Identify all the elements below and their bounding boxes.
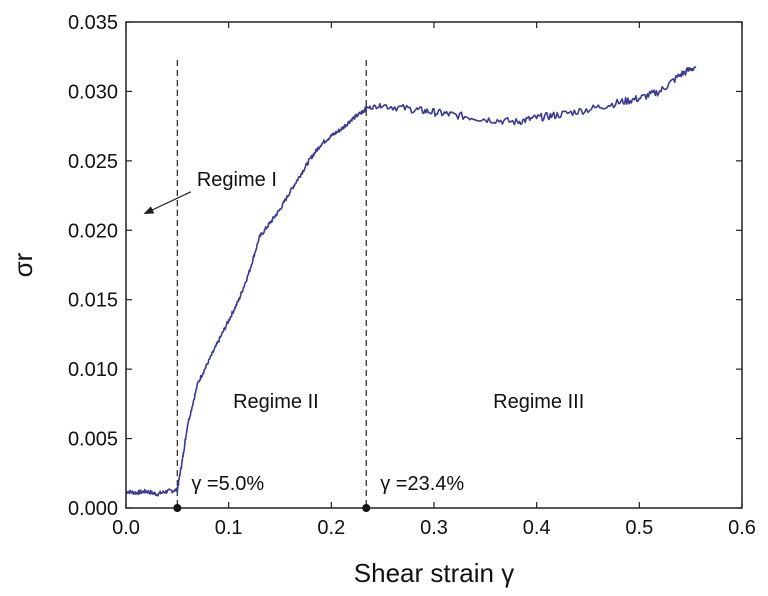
vline-label: γ =23.4%	[380, 473, 464, 495]
annotation-regime-i: Regime I	[197, 169, 277, 191]
x-tick-label: 0.3	[420, 517, 448, 539]
x-tick-label: 0.1	[215, 517, 243, 539]
y-tick-label: 0.010	[68, 359, 118, 381]
x-tick-label: 0.4	[523, 517, 551, 539]
x-tick-label: 0.2	[317, 517, 345, 539]
y-tick-label: 0.005	[68, 429, 118, 451]
plot-area: γ =5.0% γ =23.4% Regime I Regime II Regime I…	[125, 60, 697, 512]
y-tick-label: 0.000	[68, 498, 118, 520]
y-axis-label: σr	[8, 252, 38, 277]
x-tick-label: 0.6	[728, 517, 756, 539]
y-tick-label: 0.035	[68, 12, 118, 34]
y-tick-label: 0.015	[68, 290, 118, 312]
annotation-regime-iii: Regime III	[493, 391, 584, 413]
annotation-arrow	[143, 191, 192, 215]
x-tick-label: 0.5	[625, 517, 653, 539]
vline-label: γ =5.0%	[191, 473, 264, 495]
x-tick-label: 0.0	[112, 517, 140, 539]
annotation-regime-ii: Regime II	[233, 391, 319, 413]
axes-ticks: 0.0 0.1 0.2 0.3 0.4 0.5 0.6 0.000 0.005 0.010 0.01…	[68, 12, 756, 539]
series-line	[125, 65, 697, 497]
y-tick-label: 0.030	[68, 81, 118, 103]
y-tick-label: 0.020	[68, 220, 118, 242]
x-axis-label: Shear strain γ	[354, 558, 514, 588]
y-tick-label: 0.025	[68, 151, 118, 173]
